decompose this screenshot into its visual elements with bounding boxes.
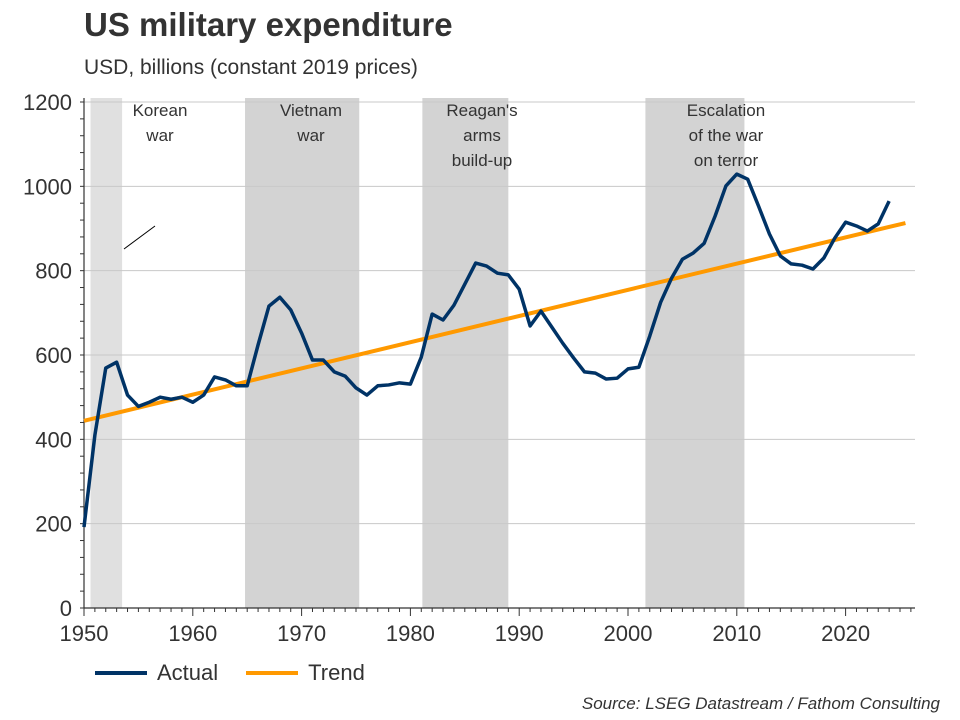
y-tick-label: 200 [35,512,72,537]
period-annotation: of the war [689,126,764,145]
x-tick-label: 1960 [168,621,217,646]
legend-swatch-trend [246,671,299,675]
shaded-period [90,98,123,608]
period-annotation: Escalation [687,101,765,120]
legend-label-actual: Actual [157,660,219,685]
source-note: Source: LSEG Datastream / Fathom Consult… [581,694,940,713]
y-tick-label: 1000 [23,174,72,199]
period-annotation: war [145,126,174,145]
x-tick-label: 1950 [60,621,109,646]
legend-label-trend: Trend [308,660,365,685]
x-tick-label: 2020 [821,621,870,646]
x-tick-label: 2010 [712,621,761,646]
period-annotation: on terror [694,151,759,170]
shaded-period [422,98,509,608]
period-annotation: arms [463,126,501,145]
legend-swatch-actual [95,671,147,675]
annotation-stroke [123,225,156,250]
legend-item-trend: Trend [246,660,365,686]
legend-item-actual: Actual [95,660,218,686]
period-annotation: war [296,126,325,145]
legend: Actual Trend [95,660,365,686]
x-tick-label: 2000 [604,621,653,646]
x-tick-label: 1970 [277,621,326,646]
chart-title: US military expenditure [84,6,453,43]
shaded-period [645,98,745,608]
series-line-trend [83,221,906,423]
period-annotation: Vietnam [280,101,342,120]
shaded-period [245,98,360,608]
y-tick-label: 400 [35,427,72,452]
x-tick-label: 1980 [386,621,435,646]
x-tick-label: 1990 [495,621,544,646]
period-annotation: Korean [133,101,188,120]
period-annotation: build-up [452,151,513,170]
chart-subtitle: USD, billions (constant 2019 prices) [84,56,418,79]
y-tick-label: 800 [35,259,72,284]
period-annotation: Reagan's [446,101,517,120]
y-tick-label: 1200 [23,90,72,115]
y-tick-label: 600 [35,343,72,368]
y-tick-label: 0 [60,596,72,621]
